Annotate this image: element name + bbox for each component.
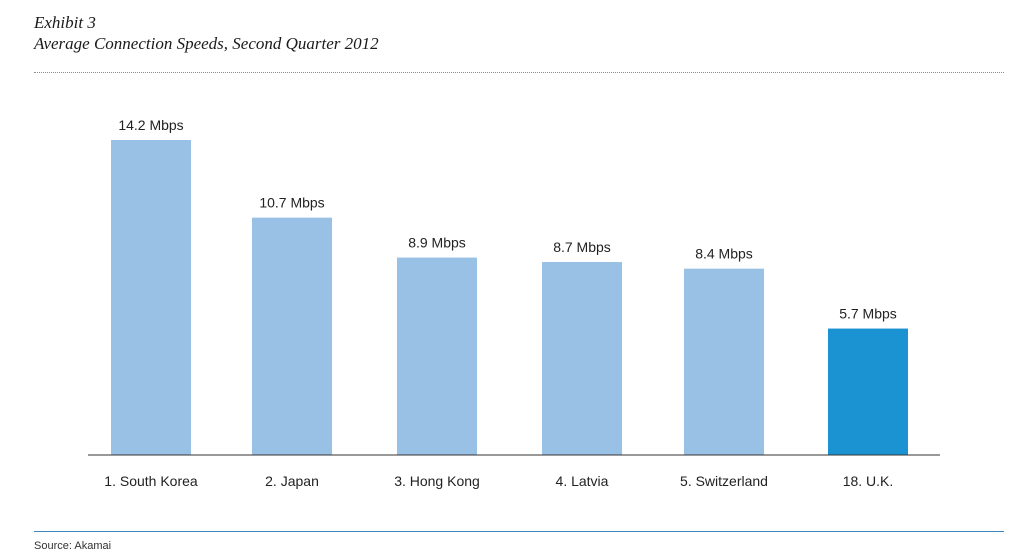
bar-2 <box>397 257 477 455</box>
bars-layer <box>111 140 908 455</box>
category-label-2: 3. Hong Kong <box>394 473 480 489</box>
bar-0 <box>111 140 191 455</box>
exhibit-label: Exhibit 3 <box>34 13 96 32</box>
bar-5 <box>828 328 908 455</box>
title-divider <box>34 72 1004 73</box>
category-label-3: 4. Latvia <box>556 473 609 489</box>
source-divider <box>34 531 1004 532</box>
source-note: Source: Akamai <box>34 540 112 552</box>
category-label-5: 18. U.K. <box>843 473 894 489</box>
value-label-4: 8.4 Mbps <box>695 246 753 262</box>
chart-title: Average Connection Speeds, Second Quarte… <box>34 34 379 53</box>
category-label-0: 1. South Korea <box>104 473 198 489</box>
value-label-3: 8.7 Mbps <box>553 239 611 255</box>
category-label-4: 5. Switzerland <box>680 473 768 489</box>
bar-chart: 14.2 Mbps 10.7 Mbps 8.9 Mbps 8.7 Mbps 8.4 Mb… <box>88 117 940 489</box>
value-label-0: 14.2 Mbps <box>118 117 183 133</box>
category-label-1: 2. Japan <box>265 473 319 489</box>
bar-4 <box>684 268 764 455</box>
value-labels-layer: 14.2 Mbps 10.7 Mbps 8.9 Mbps 8.7 Mbps 8.4 Mb… <box>118 117 896 322</box>
category-labels-layer: 1. South Korea 2. Japan 3. Hong Kong 4. Lat… <box>104 473 893 489</box>
value-label-1: 10.7 Mbps <box>259 195 324 211</box>
value-label-2: 8.9 Mbps <box>408 235 466 251</box>
bar-3 <box>542 262 622 455</box>
value-label-5: 5.7 Mbps <box>839 306 897 322</box>
bar-1 <box>252 217 332 455</box>
